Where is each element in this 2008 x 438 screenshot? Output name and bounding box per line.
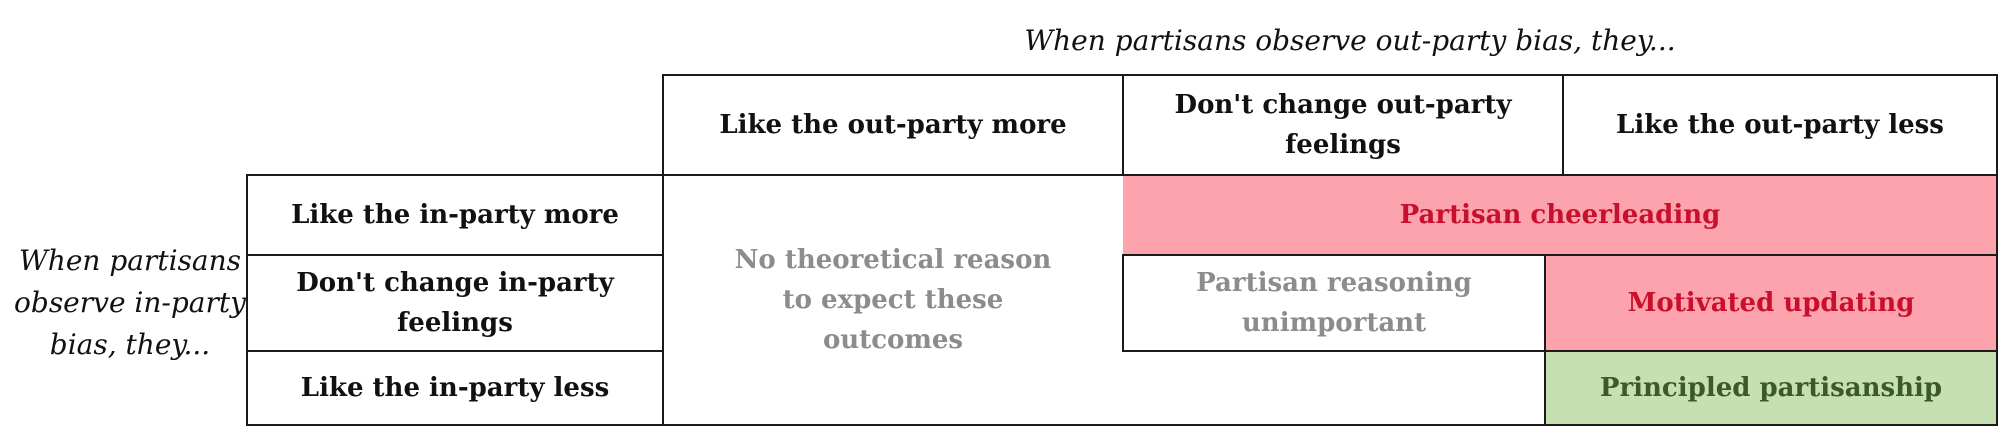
column-header-out-more: Like the out-party more [719, 110, 1067, 140]
no-theoretical-reason-label: No theoretical reason to expect these ou… [734, 245, 1052, 355]
grid-line [1123, 350, 1998, 352]
row-header-in-less: Like the in-party less [300, 373, 610, 403]
left-caption: When partisans observe in-party bias, th… [14, 244, 246, 361]
grid-line [1544, 254, 1546, 426]
row-header-in-no-change: Don't change in-party feelings [296, 268, 614, 338]
row-header-in-more: Like the in-party more [291, 200, 619, 230]
partisan-cheerleading-label: Partisan cheerleading [1399, 200, 1721, 230]
grid-line [1562, 74, 1564, 176]
grid-line [246, 350, 664, 352]
column-header-out-no-change: Don't change out-party feelings [1174, 90, 1512, 160]
grid-line [662, 74, 664, 426]
top-caption: When partisans observe out-party bias, t… [1024, 24, 1676, 57]
principled-partisanship-label: Principled partisanship [1599, 373, 1943, 403]
grid-line [246, 254, 664, 256]
motivated-updating-label: Motivated updating [1627, 288, 1915, 318]
grid-line [1122, 74, 1124, 176]
grid-line [663, 74, 1998, 76]
cheerleading-fill [1123, 175, 1997, 255]
grid-line [1122, 254, 1124, 352]
column-header-out-less: Like the out-party less [1616, 110, 1944, 140]
partisan-reasoning-unimportant-label: Partisan reasoning unimportant [1196, 268, 1472, 338]
motivated-fill [1545, 255, 1997, 351]
grid-line [246, 174, 248, 426]
grid-line [1123, 254, 1998, 256]
principled-fill [1545, 351, 1997, 425]
grid-line [1996, 74, 1998, 426]
grid-line [246, 424, 1998, 426]
